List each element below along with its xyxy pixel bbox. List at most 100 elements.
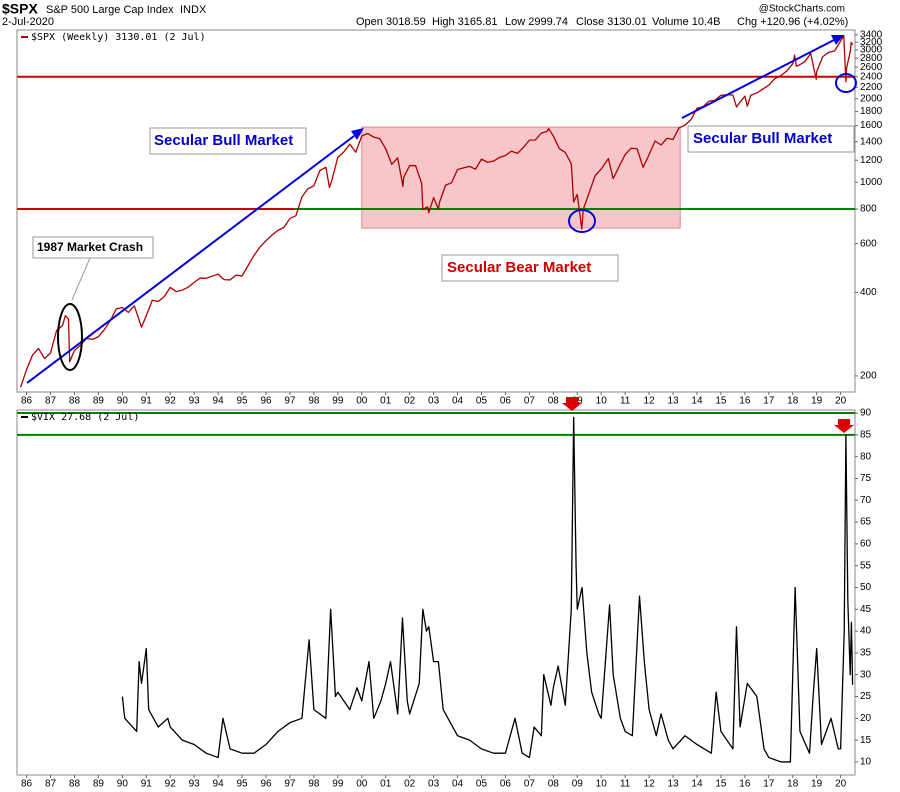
y-tick-label: 80	[860, 451, 872, 462]
x-tick-label: 90	[117, 779, 129, 790]
data-line	[121, 416, 854, 763]
y-tick-label: 2400	[860, 71, 883, 82]
x-tick-label: 95	[237, 779, 249, 790]
source: @StockCharts.com	[759, 4, 845, 15]
x-tick-label: 10	[596, 396, 608, 407]
x-tick-label: 12	[644, 396, 656, 407]
x-tick-label: 10	[596, 779, 608, 790]
x-tick-label: 08	[548, 396, 560, 407]
x-tick-label: 16	[739, 396, 751, 407]
stat: Close 3130.01	[576, 16, 647, 28]
y-tick-label: 85	[860, 429, 872, 440]
annotations: Secular Bull Market Secular Bull Market …	[26, 35, 857, 433]
x-tick-label: 02	[404, 779, 416, 790]
x-tick-label: 13	[667, 396, 679, 407]
exchange: INDX	[180, 4, 207, 16]
x-tick-label: 09	[572, 779, 584, 790]
stat: Open 3018.59	[356, 16, 426, 28]
y-tick-label: 70	[860, 495, 872, 506]
x-tick-label: 93	[189, 396, 201, 407]
x-tick-label: 15	[715, 779, 727, 790]
x-tick-label: 92	[165, 396, 177, 407]
x-tick-label: 90	[117, 396, 129, 407]
x-tick-label: 17	[763, 396, 775, 407]
y-tick-label: 65	[860, 517, 872, 528]
annotation: Secular Bull Market	[693, 130, 832, 147]
x-tick-label: 00	[356, 396, 368, 407]
y-tick-label: 1400	[860, 136, 883, 147]
y-tick-label: 20	[860, 713, 872, 724]
x-tick-label: 05	[476, 396, 488, 407]
annotation-box	[32, 236, 154, 259]
y-tick-label: 200	[860, 371, 877, 382]
x-tick-label: 13	[667, 779, 679, 790]
y-tick-label: 60	[860, 539, 872, 550]
stat: Volume 10.4B	[652, 16, 721, 28]
panel-frame	[16, 409, 856, 776]
plot-area: 2004006008001000120014001600180020002200…	[16, 29, 883, 790]
x-tick-label: 11	[620, 396, 631, 407]
x-tick-label: 99	[332, 396, 344, 407]
legend-label: $SPX (Weekly) 3130.01 (2 Jul)	[31, 32, 206, 43]
x-tick-label: 91	[141, 779, 153, 790]
x-tick-label: 01	[380, 396, 392, 407]
y-tick-label: 1800	[860, 106, 883, 117]
annotation: Secular Bull Market	[154, 132, 293, 149]
x-tick-label: 14	[691, 779, 703, 790]
x-tick-label: 88	[69, 779, 81, 790]
y-tick-label: 30	[860, 669, 872, 680]
y-tick-label: 400	[860, 287, 877, 298]
stat: Chg +120.96 (+4.02%)	[737, 16, 848, 28]
legend-label: $VIX 27.68 (2 Jul)	[31, 412, 139, 423]
highlight-circle	[568, 209, 596, 233]
y-tick-label: 25	[860, 691, 872, 702]
highlight-circle	[835, 73, 857, 93]
x-tick-label: 93	[189, 779, 201, 790]
y-tick-label: 50	[860, 582, 872, 593]
x-tick-label: 20	[835, 396, 847, 407]
x-tick-label: 12	[644, 779, 656, 790]
y-tick-label: 3400	[860, 29, 883, 40]
x-tick-label: 97	[284, 779, 296, 790]
x-tick-label: 17	[763, 779, 775, 790]
chart-title: $SPX	[2, 1, 38, 17]
annotation: 1987 Market Crash	[37, 240, 143, 254]
x-tick-label: 87	[45, 779, 57, 790]
x-tick-label: 92	[165, 779, 177, 790]
x-tick-label: 06	[500, 396, 512, 407]
x-tick-label: 16	[739, 779, 751, 790]
x-tick-label: 94	[213, 779, 225, 790]
x-tick-label: 18	[787, 779, 799, 790]
down-arrow	[562, 397, 582, 411]
y-tick-label: 2600	[860, 62, 883, 73]
x-tick-label: 97	[284, 396, 296, 407]
y-tick-label: 90	[860, 408, 872, 419]
y-tick-label: 1200	[860, 155, 883, 166]
x-tick-label: 96	[260, 396, 272, 407]
x-tick-label: 03	[428, 396, 440, 407]
x-tick-label: 04	[452, 396, 464, 407]
y-tick-label: 1000	[860, 177, 883, 188]
x-tick-label: 88	[69, 396, 81, 407]
y-tick-label: 1600	[860, 120, 883, 131]
x-tick-label: 08	[548, 779, 560, 790]
stat: High 3165.81	[432, 16, 497, 28]
x-tick-label: 02	[404, 396, 416, 407]
x-tick-label: 98	[308, 396, 320, 407]
y-tick-label: 800	[860, 204, 877, 215]
x-tick-label: 07	[524, 396, 536, 407]
x-tick-label: 07	[524, 779, 536, 790]
date: 2-Jul-2020	[2, 16, 54, 28]
x-tick-label: 91	[141, 396, 153, 407]
x-tick-label: 89	[93, 396, 105, 407]
down-arrow	[834, 419, 854, 433]
stat: Low 2999.74	[505, 16, 568, 28]
x-tick-label: 15	[715, 396, 727, 407]
y-tick-label: 600	[860, 238, 877, 249]
x-tick-label: 00	[356, 779, 368, 790]
y-tick-label: 55	[860, 560, 872, 571]
x-tick-label: 01	[380, 779, 392, 790]
annotation-box	[687, 125, 855, 153]
x-tick-label: 03	[428, 779, 440, 790]
